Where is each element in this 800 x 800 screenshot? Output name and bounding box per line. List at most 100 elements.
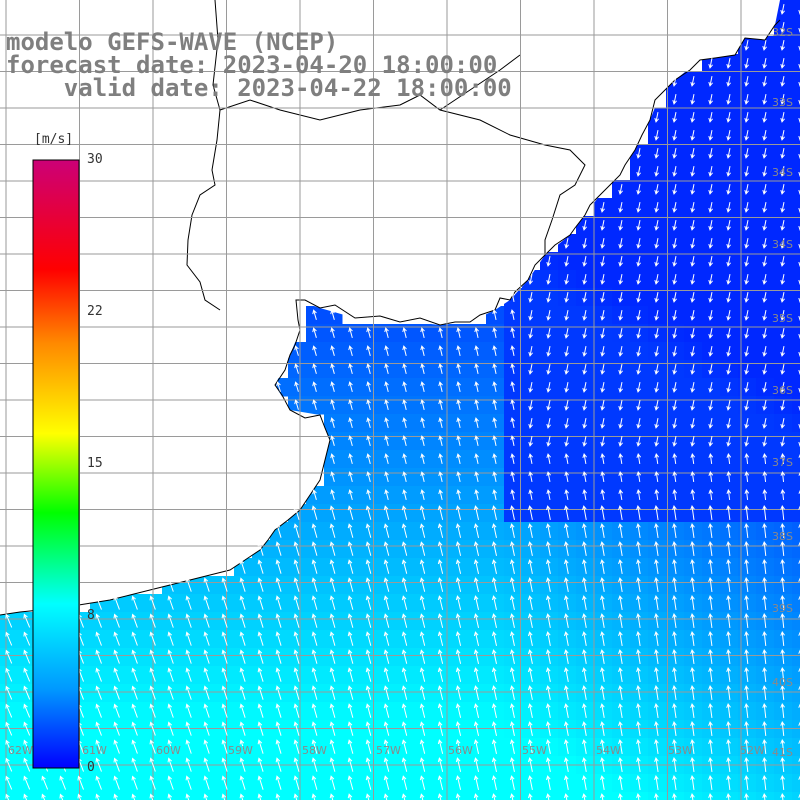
wind-arrow [473, 613, 480, 628]
wind-arrow [582, 577, 587, 592]
wind-arrow [726, 94, 731, 105]
wind-arrow [636, 453, 642, 465]
wind-arrow [582, 523, 587, 538]
wind-arrow [672, 489, 678, 501]
lat-label: 36S [772, 384, 793, 397]
wind-arrow [438, 327, 443, 338]
wind-arrow [5, 793, 10, 800]
wind-arrow [780, 382, 785, 393]
wind-arrow [600, 364, 605, 375]
wind-arrow [545, 505, 551, 520]
colorbar-unit: [m/s] [34, 132, 74, 147]
wind-arrow [5, 721, 13, 736]
wind-arrow [690, 166, 695, 177]
wind-arrow [636, 256, 641, 267]
wind-arrow [798, 775, 800, 780]
wind-arrow [311, 523, 318, 538]
wind-arrow [564, 328, 569, 339]
wind-arrow [509, 631, 515, 646]
wind-arrow [600, 685, 605, 700]
wind-arrow [329, 703, 336, 718]
wind-arrow [654, 202, 659, 213]
wind-arrow [293, 631, 300, 646]
field-cell [792, 72, 800, 91]
wind-arrow [618, 559, 623, 574]
wind-arrow [798, 45, 800, 51]
wind-arrow [509, 703, 515, 718]
wind-arrow [762, 505, 767, 521]
wind-arrow [744, 613, 749, 629]
wind-arrow [690, 667, 695, 683]
wind-arrow [563, 775, 569, 790]
wind-arrow [654, 112, 659, 123]
wind-arrow [762, 685, 767, 701]
wind-arrow [780, 238, 785, 249]
wind-arrow [708, 310, 713, 321]
wind-arrow [600, 220, 605, 231]
wind-arrow [780, 739, 785, 755]
wind-arrow [347, 505, 354, 520]
wind-arrow [473, 703, 480, 718]
wind-arrow [708, 220, 713, 231]
wind-arrow [726, 523, 731, 539]
wind-arrow [563, 559, 569, 574]
field-cell [792, 198, 800, 217]
wind-arrow [492, 489, 497, 500]
lon-label: 52W [740, 744, 765, 757]
wind-arrow [780, 685, 785, 701]
wind-arrow [365, 577, 372, 592]
wind-arrow [708, 112, 713, 123]
wind-arrow [438, 417, 443, 428]
wind-arrow [798, 721, 800, 726]
wind-arrow [600, 453, 606, 465]
wind-arrow [618, 505, 623, 520]
wind-arrow [311, 793, 317, 800]
wind-arrow [780, 667, 785, 683]
wind-arrow [455, 613, 462, 628]
wind-arrow [762, 112, 767, 123]
wind-arrow [798, 387, 800, 393]
wind-arrow [708, 400, 713, 411]
wind-arrow [563, 505, 569, 520]
wind-arrow [636, 523, 641, 538]
wind-arrow [455, 577, 462, 592]
field-cell [792, 540, 800, 559]
lon-label: 59W [228, 744, 253, 757]
wind-arrow [654, 328, 659, 339]
wind-arrow [203, 793, 209, 800]
wind-arrow [798, 703, 800, 708]
lon-label: 55W [522, 744, 547, 757]
wind-arrow [492, 399, 497, 410]
wind-arrow [618, 577, 623, 592]
wind-arrow [113, 721, 120, 736]
wind-arrow [546, 471, 551, 483]
wind-arrow [185, 757, 192, 772]
lat-label: 40S [772, 676, 793, 689]
wind-arrow [726, 364, 731, 375]
wind-arrow [582, 559, 587, 574]
wind-arrow [672, 649, 677, 664]
wind-arrow [690, 328, 695, 339]
field-cell [792, 216, 800, 235]
wind-arrow [203, 703, 210, 718]
lon-label: 53W [668, 744, 693, 757]
wind-arrow [401, 739, 408, 754]
wind-arrow [311, 739, 318, 754]
wind-arrow [690, 489, 696, 501]
wind-arrow [618, 631, 623, 646]
wind-arrow [744, 595, 749, 611]
wind-arrow [528, 292, 533, 303]
wind-arrow [509, 577, 515, 592]
wind-arrow [95, 721, 102, 736]
field-cell [126, 792, 145, 800]
wind-arrow [401, 649, 408, 664]
wind-arrow [474, 489, 479, 500]
wind-arrow [600, 328, 605, 339]
field-cell [792, 666, 800, 685]
wind-arrow [798, 405, 800, 411]
wind-arrow [492, 435, 497, 446]
wind-arrow [563, 577, 569, 592]
wind-arrow [654, 489, 660, 501]
wind-arrow [744, 346, 749, 357]
wind-arrow [726, 310, 731, 321]
